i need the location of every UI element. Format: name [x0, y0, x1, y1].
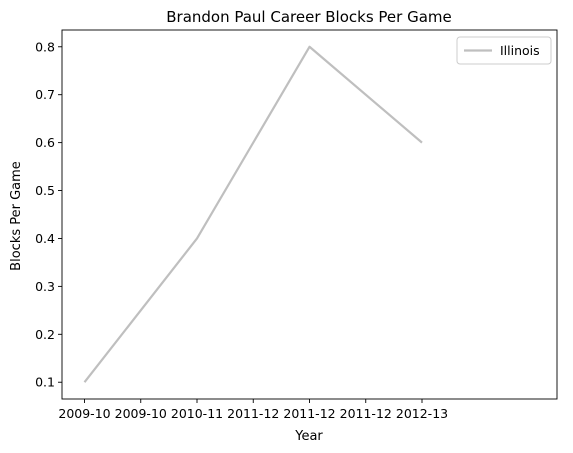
legend-label: Illinois [500, 43, 540, 58]
y-tick-label: 0.6 [35, 135, 55, 150]
y-axis-label: Blocks Per Game [9, 161, 24, 271]
x-axis-label: Year [294, 429, 323, 444]
y-tick-label: 0.2 [35, 327, 55, 342]
x-tick-label: 2011-12 [340, 406, 392, 421]
series-line-illinois [83, 45, 423, 383]
legend-box [456, 36, 552, 65]
y-tick-label: 0.8 [35, 39, 55, 54]
y-axis-ticks: 0.1 0.2 0.3 0.4 0.5 0.6 0.7 0.8 [35, 39, 62, 390]
plot-area [61, 29, 558, 400]
series-layer [83, 45, 423, 383]
y-tick-label: 0.7 [35, 87, 55, 102]
y-tick-label: 0.4 [35, 231, 55, 246]
legend: Illinois [456, 36, 552, 65]
chart-title: Brandon Paul Career Blocks Per Game [166, 8, 452, 26]
x-tick-label: 2011-12 [283, 406, 335, 421]
x-tick-label: 2009-10 [58, 406, 110, 421]
y-tick-label: 0.3 [35, 279, 55, 294]
x-tick-label: 2010-11 [171, 406, 223, 421]
x-tick-label: 2012-13 [396, 406, 448, 421]
x-tick-label: 2011-12 [227, 406, 279, 421]
x-tick-label: 2009-10 [115, 406, 167, 421]
y-tick-label: 0.1 [35, 375, 55, 390]
x-axis-ticks: 2009-10 2009-10 2010-11 2011-12 2011-12 2011-… [58, 399, 448, 421]
plot-frame [61, 29, 558, 400]
y-tick-label: 0.5 [35, 183, 55, 198]
